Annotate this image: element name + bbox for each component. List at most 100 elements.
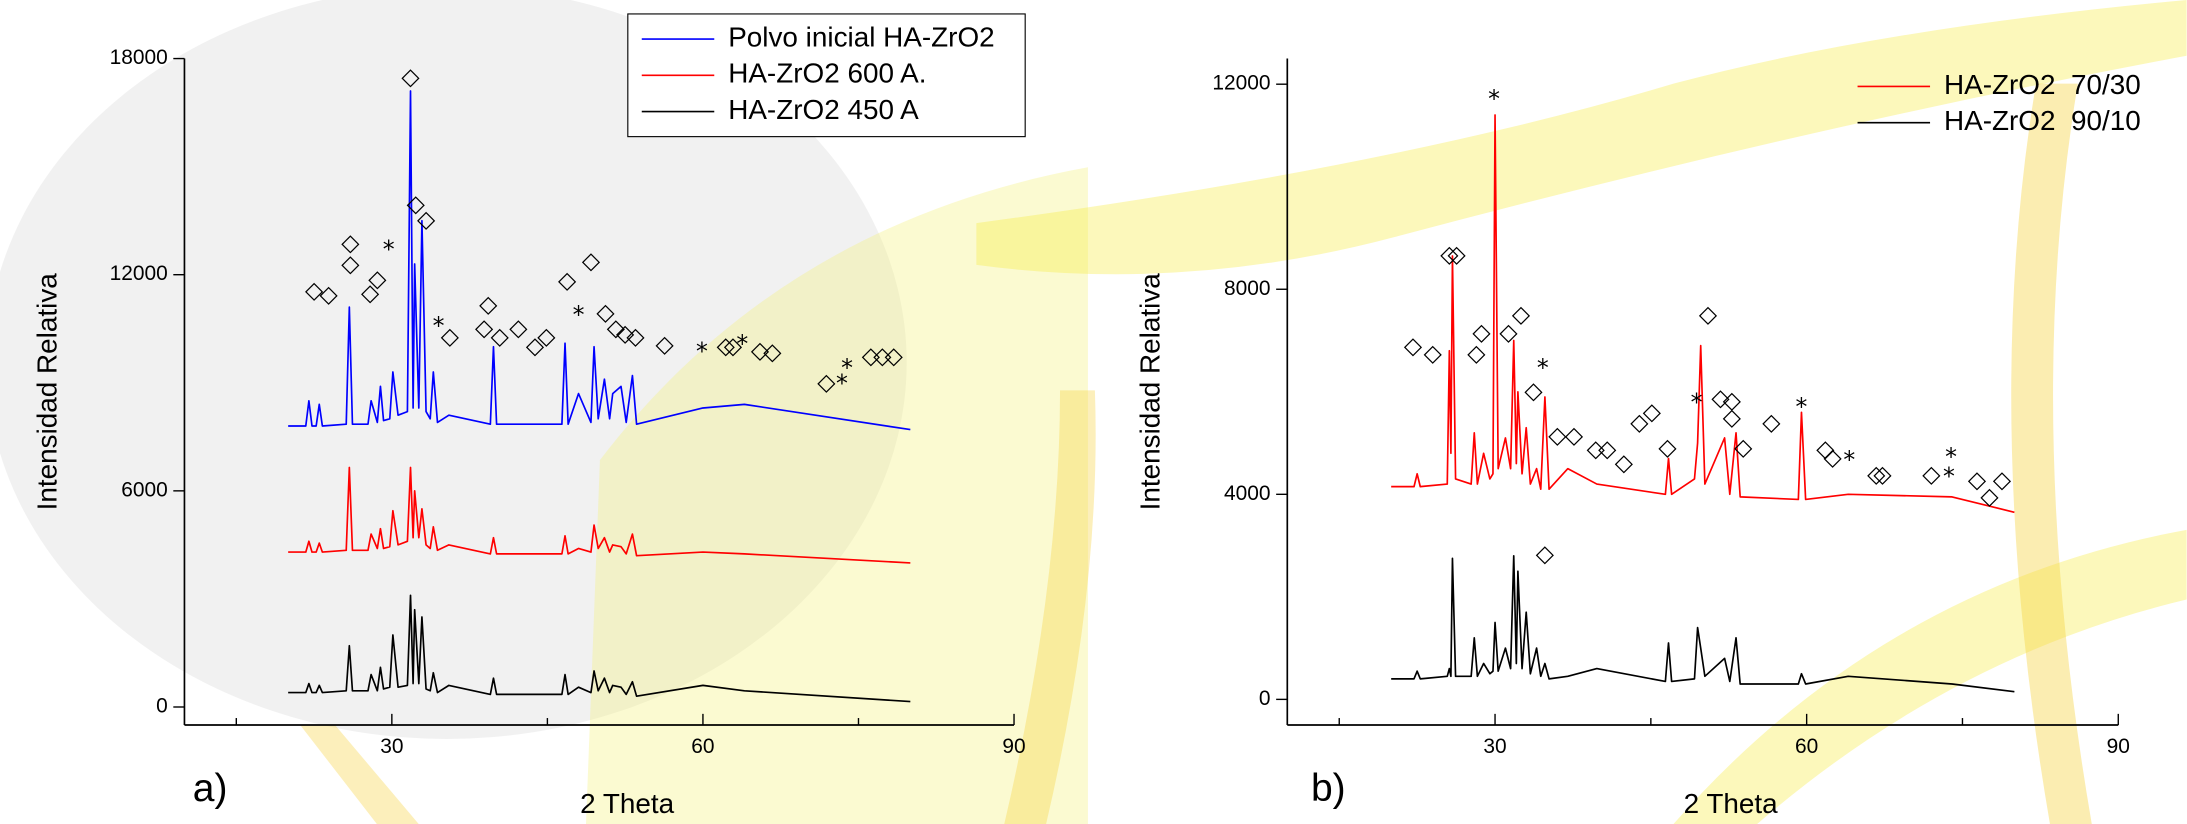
peak-marker: * [383, 235, 395, 263]
peak-marker: ◇ [1980, 482, 1999, 510]
y-tick-label: 0 [1259, 687, 1271, 710]
x-axis-label: 2 Theta [580, 788, 675, 819]
series-line [1391, 554, 2015, 693]
peak-marker: ◇ [475, 314, 494, 342]
legend-label: HA-ZrO2 450 A [728, 94, 919, 125]
peak-marker: ◇ [1440, 240, 1459, 268]
peak-marker: ◇ [1968, 465, 1987, 493]
legend-label: HA-ZrO2 90/10 [1944, 105, 2141, 136]
peak-marker: * [433, 312, 445, 340]
x-tick-label: 90 [2107, 735, 2130, 758]
peak-marker: * [1691, 389, 1703, 417]
peak-marker: ◇ [368, 265, 387, 293]
y-tick-label: 6000 [121, 478, 168, 501]
y-axis-label: Intensidad Relativa [1134, 273, 1165, 511]
peak-marker: ◇ [862, 341, 881, 369]
peak-marker: * [573, 301, 585, 329]
peak-marker: ◇ [1873, 460, 1892, 488]
y-tick-label: 12000 [110, 262, 168, 285]
peak-marker: ◇ [1723, 403, 1742, 431]
y-tick-label: 0 [156, 695, 168, 718]
peak-marker: ◇ [655, 330, 674, 358]
peak-marker: ◇ [1658, 433, 1677, 461]
panel-label: a) [193, 767, 228, 810]
peak-marker: * [1488, 85, 1500, 113]
peak-marker: ◇ [607, 314, 626, 342]
x-tick-label: 30 [380, 735, 403, 758]
peak-marker: ◇ [1524, 376, 1543, 404]
peak-marker: * [1943, 462, 1955, 490]
legend-label: HA-ZrO2 70/30 [1944, 69, 2141, 100]
peak-marker: ◇ [1699, 300, 1718, 328]
peak-marker: ◇ [1472, 318, 1491, 346]
chart-panel: 0 4000 8000 12000 30 60 90 2 Theta Intensidad Re… [1134, 58, 2141, 819]
peak-marker: ◇ [873, 341, 892, 369]
peak-marker: ◇ [1723, 386, 1742, 414]
peak-marker: ◇ [582, 247, 601, 275]
peak-marker: ◇ [1615, 449, 1634, 477]
peak-marker: ◇ [305, 276, 324, 304]
peak-marker: ◇ [1734, 433, 1753, 461]
series-line [288, 466, 911, 564]
peak-marker: ◇ [417, 205, 436, 233]
peak-marker: ◇ [1587, 435, 1606, 463]
peak-marker: ◇ [1565, 421, 1584, 449]
peak-marker: ◇ [724, 332, 743, 360]
chart-panel: 0 6000 12000 18000 30 60 90 2 Theta Intensidad R… [32, 13, 1026, 819]
series-line [288, 594, 911, 703]
peak-marker: * [836, 369, 848, 397]
peak-marker: ◇ [341, 229, 360, 257]
peak-marker: ◇ [616, 319, 635, 347]
peak-marker: * [1796, 393, 1808, 421]
peak-marker: ◇ [1922, 460, 1941, 488]
legend-label: Polvo inicial HA-ZrO2 [728, 21, 994, 52]
y-tick-label: 4000 [1224, 482, 1271, 505]
peak-marker: ◇ [717, 332, 736, 360]
peak-marker: ◇ [1762, 408, 1781, 436]
peak-marker: ◇ [626, 322, 645, 350]
peak-marker: ◇ [1467, 339, 1486, 367]
peak-marker: * [736, 330, 748, 358]
peak-marker: ◇ [1643, 397, 1662, 425]
peak-marker: * [696, 337, 708, 365]
peak-marker: ◇ [1630, 408, 1649, 436]
peak-marker: * [1537, 354, 1549, 382]
peak-marker: ◇ [479, 290, 498, 318]
peak-marker: ◇ [1404, 332, 1423, 360]
peak-marker: ◇ [1711, 383, 1730, 411]
peak-marker: ◇ [491, 322, 510, 350]
peak-marker: ◇ [1548, 421, 1567, 449]
peak-marker: ◇ [1448, 240, 1467, 268]
peak-marker: ◇ [596, 298, 615, 326]
peak-marker: ◇ [361, 279, 380, 307]
peak-marker: ◇ [817, 368, 836, 396]
y-axis-label: Intensidad Relativa [32, 273, 63, 511]
peak-marker: ◇ [407, 189, 426, 217]
x-tick-label: 90 [1002, 735, 1025, 758]
peak-marker: ◇ [441, 322, 460, 350]
peak-marker: ◇ [526, 332, 545, 360]
legend-label: HA-ZrO2 600 A. [728, 58, 926, 89]
peak-marker: ◇ [1993, 465, 2012, 493]
x-tick-label: 30 [1483, 735, 1506, 758]
peak-marker: ◇ [537, 322, 556, 350]
panel-label: b) [1311, 767, 1346, 810]
peak-marker: ◇ [763, 337, 782, 365]
peak-marker: ◇ [885, 341, 904, 369]
x-tick-label: 60 [691, 735, 714, 758]
peak-marker: ◇ [341, 249, 360, 277]
y-tick-label: 8000 [1224, 277, 1271, 300]
peak-marker: * [1843, 446, 1855, 474]
peak-marker: ◇ [1512, 300, 1531, 328]
peak-marker: ◇ [509, 314, 528, 342]
peak-marker: ◇ [558, 266, 577, 294]
peak-marker: ◇ [1824, 443, 1843, 471]
series-line [288, 90, 911, 431]
y-tick-label: 18000 [110, 46, 168, 69]
peak-marker: ◇ [1816, 435, 1835, 463]
peak-marker: ◇ [1867, 460, 1886, 488]
peak-marker: ◇ [319, 280, 338, 308]
